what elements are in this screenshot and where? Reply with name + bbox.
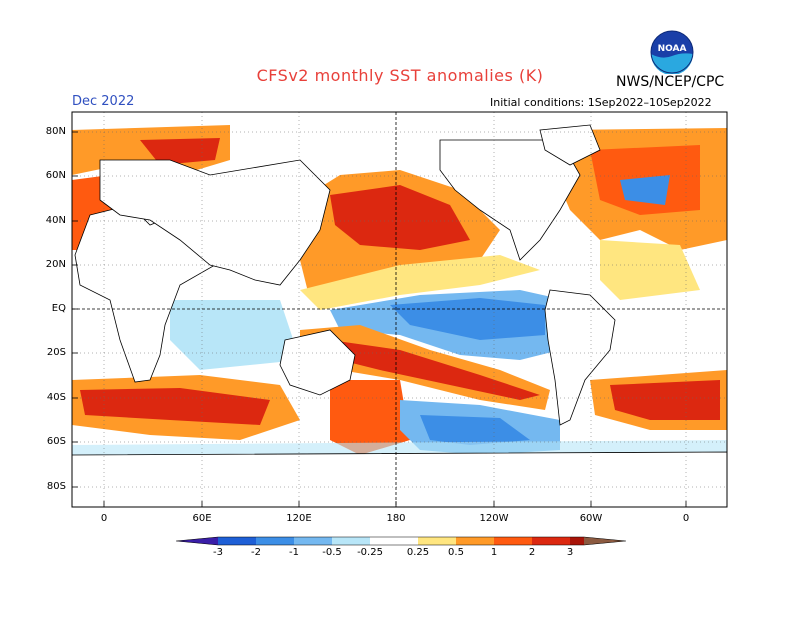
colorbar-swatch	[332, 537, 370, 545]
colorbar-label: -2	[251, 547, 261, 558]
colorbar-swatch	[584, 537, 626, 545]
anomaly-region	[620, 175, 670, 205]
lon-label: 120W	[479, 513, 509, 524]
lon-label: 0	[100, 513, 108, 524]
colorbar-label: -0.25	[357, 547, 383, 558]
lon-label: 60W	[579, 513, 603, 524]
lat-label: 60N	[45, 170, 66, 181]
lat-label: EQ	[51, 303, 66, 314]
eurasia-land	[99, 159, 331, 286]
colorbar-label: 3	[566, 547, 574, 558]
lat-label: 40N	[45, 215, 66, 226]
anomaly-region	[140, 138, 220, 165]
antarctica-land	[72, 451, 727, 507]
anomaly-region	[420, 415, 530, 445]
lon-label: 0	[682, 513, 690, 524]
lon-label: 180	[386, 513, 406, 524]
lon-label: 120E	[286, 513, 312, 524]
colorbar-label: 2	[528, 547, 536, 558]
colorbar-swatch	[570, 537, 584, 545]
colorbar-swatch	[294, 537, 332, 545]
svg-text:NOAA: NOAA	[658, 44, 687, 54]
colorbar-swatch	[256, 537, 294, 545]
noaa-logo: NOAA	[650, 30, 694, 75]
map-title: CFSv2 monthly SST anomalies (K)	[256, 66, 544, 85]
anomaly-region	[170, 300, 300, 370]
agency-label: NWS/NCEP/CPC	[616, 74, 725, 90]
lat-label: 60S	[46, 436, 66, 447]
colorbar-label: 0.25	[406, 547, 430, 558]
lat-label: 20N	[45, 259, 66, 270]
anomaly-region	[80, 388, 270, 425]
anomaly-region	[600, 240, 700, 300]
australia-land	[279, 329, 356, 396]
greenland-land	[539, 124, 601, 166]
colorbar-label: -1	[289, 547, 299, 558]
equator-dateline	[72, 112, 727, 507]
colorbar-swatch	[176, 537, 218, 545]
forecast-month: Dec 2022	[72, 94, 135, 109]
lat-label: 40S	[46, 392, 66, 403]
colorbar-swatch	[370, 537, 418, 545]
colorbar-swatch	[532, 537, 570, 545]
anomaly-field	[72, 125, 727, 470]
anomaly-region	[330, 340, 540, 400]
colorbar-swatch	[494, 537, 532, 545]
anomaly-region	[610, 380, 720, 420]
colorbar-swatch	[218, 537, 256, 545]
colorbar-label: 1	[490, 547, 498, 558]
coastlines	[72, 124, 727, 507]
anomaly-region	[330, 185, 470, 250]
colorbar	[175, 536, 627, 546]
colorbar-label: -0.5	[322, 547, 342, 558]
lat-label: 80S	[46, 481, 66, 492]
colorbar-label: -3	[213, 547, 223, 558]
axis-ticks	[72, 131, 687, 507]
map-frame	[71, 111, 728, 508]
anomaly-region	[330, 380, 410, 455]
lon-label: 60E	[192, 513, 212, 524]
colorbar-label: 0.5	[448, 547, 464, 558]
anomaly-region	[300, 255, 540, 310]
south-america-land	[544, 289, 616, 426]
anomaly-region	[390, 298, 545, 340]
colorbar-swatch	[456, 537, 494, 545]
colorbar-swatch	[418, 537, 456, 545]
initial-conditions: Initial conditions: 1Sep2022–10Sep2022	[490, 96, 712, 109]
lat-label: 20S	[46, 347, 66, 358]
lat-label: 80N	[45, 126, 66, 137]
